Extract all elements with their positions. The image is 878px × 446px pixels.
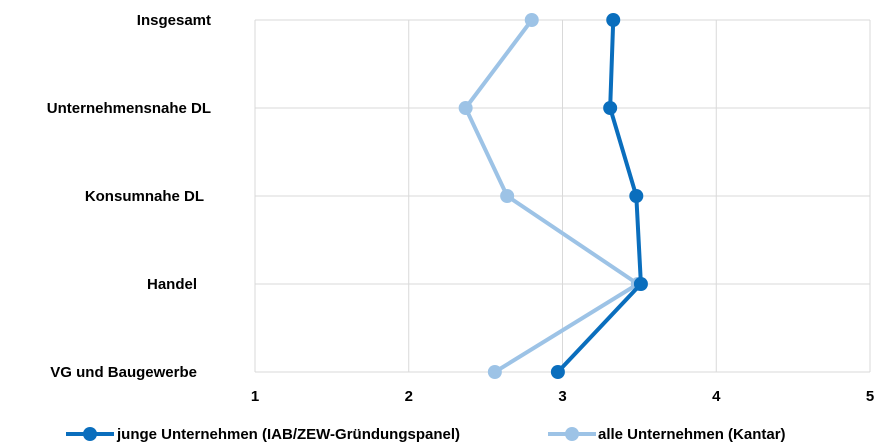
legend-swatch-marker bbox=[565, 427, 579, 441]
category-label: Handel bbox=[147, 276, 197, 293]
data-point bbox=[550, 365, 565, 379]
x-tick-label: 1 bbox=[251, 388, 259, 405]
data-point bbox=[603, 101, 618, 115]
legend-label: junge Unternehmen (IAB/ZEW-Gründungspane… bbox=[116, 426, 460, 443]
category-label: VG und Baugewerbe bbox=[50, 364, 197, 381]
category-label: Unternehmensnahe DL bbox=[47, 100, 211, 117]
x-tick-label: 3 bbox=[558, 388, 566, 405]
x-tick-labels: 1 2 3 4 5 bbox=[251, 388, 874, 405]
data-point bbox=[633, 277, 648, 291]
category-label: Konsumnahe DL bbox=[85, 188, 204, 205]
data-point bbox=[629, 189, 644, 203]
data-point bbox=[500, 189, 515, 203]
data-point bbox=[606, 13, 621, 27]
grid-layer bbox=[254, 19, 871, 373]
legend-swatch-marker bbox=[83, 427, 97, 441]
data-point bbox=[458, 101, 473, 115]
legend-label: alle Unternehmen (Kantar) bbox=[598, 426, 786, 443]
data-point bbox=[524, 13, 539, 27]
category-labels: Insgesamt Unternehmensnahe DL Konsumnahe D… bbox=[47, 12, 211, 381]
legend: junge Unternehmen (IAB/ZEW-Gründungspane… bbox=[66, 426, 786, 443]
x-tick-label: 5 bbox=[866, 388, 874, 405]
category-label: Insgesamt bbox=[137, 12, 211, 29]
data-point bbox=[487, 365, 502, 379]
x-tick-label: 4 bbox=[712, 388, 721, 405]
x-tick-label: 2 bbox=[405, 388, 413, 405]
series-layer bbox=[458, 13, 648, 379]
